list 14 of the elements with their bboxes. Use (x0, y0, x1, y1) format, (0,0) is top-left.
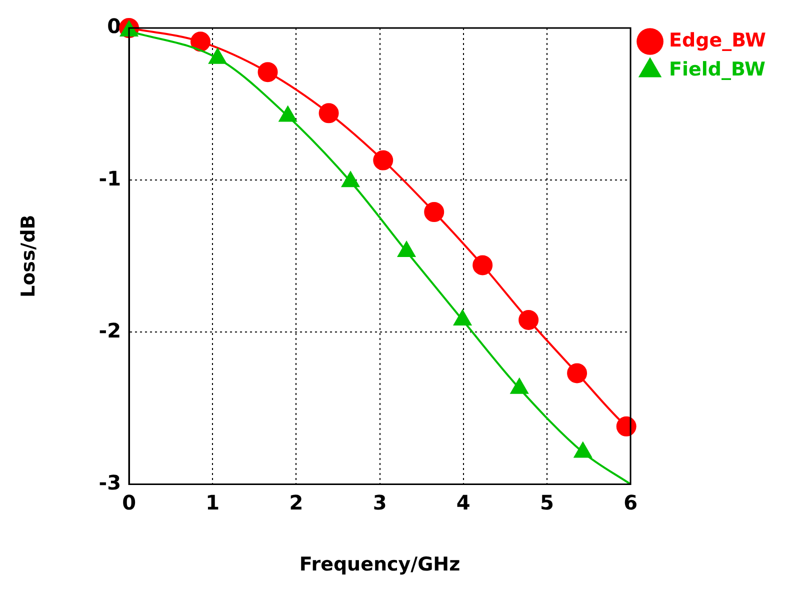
y-tick-label: -3 (98, 470, 122, 494)
y-tick-label: -2 (98, 318, 122, 342)
x-tick-label: 6 (624, 490, 638, 514)
y-tick-label: 0 (107, 14, 122, 38)
legend-label: Field_BW (669, 58, 766, 80)
x-tick-label: 1 (206, 490, 220, 514)
legend-label: Edge_BW (669, 29, 766, 52)
x-axis-title: Frequency/GHz (299, 554, 460, 576)
x-tick-label: 5 (540, 490, 554, 514)
x-tick-label: 3 (372, 490, 387, 514)
x-tick-label: 2 (289, 490, 304, 514)
y-axis-title: Loss/dB (17, 214, 40, 298)
y-tick-label: -1 (98, 166, 122, 190)
x-tick-label: 4 (456, 490, 470, 514)
